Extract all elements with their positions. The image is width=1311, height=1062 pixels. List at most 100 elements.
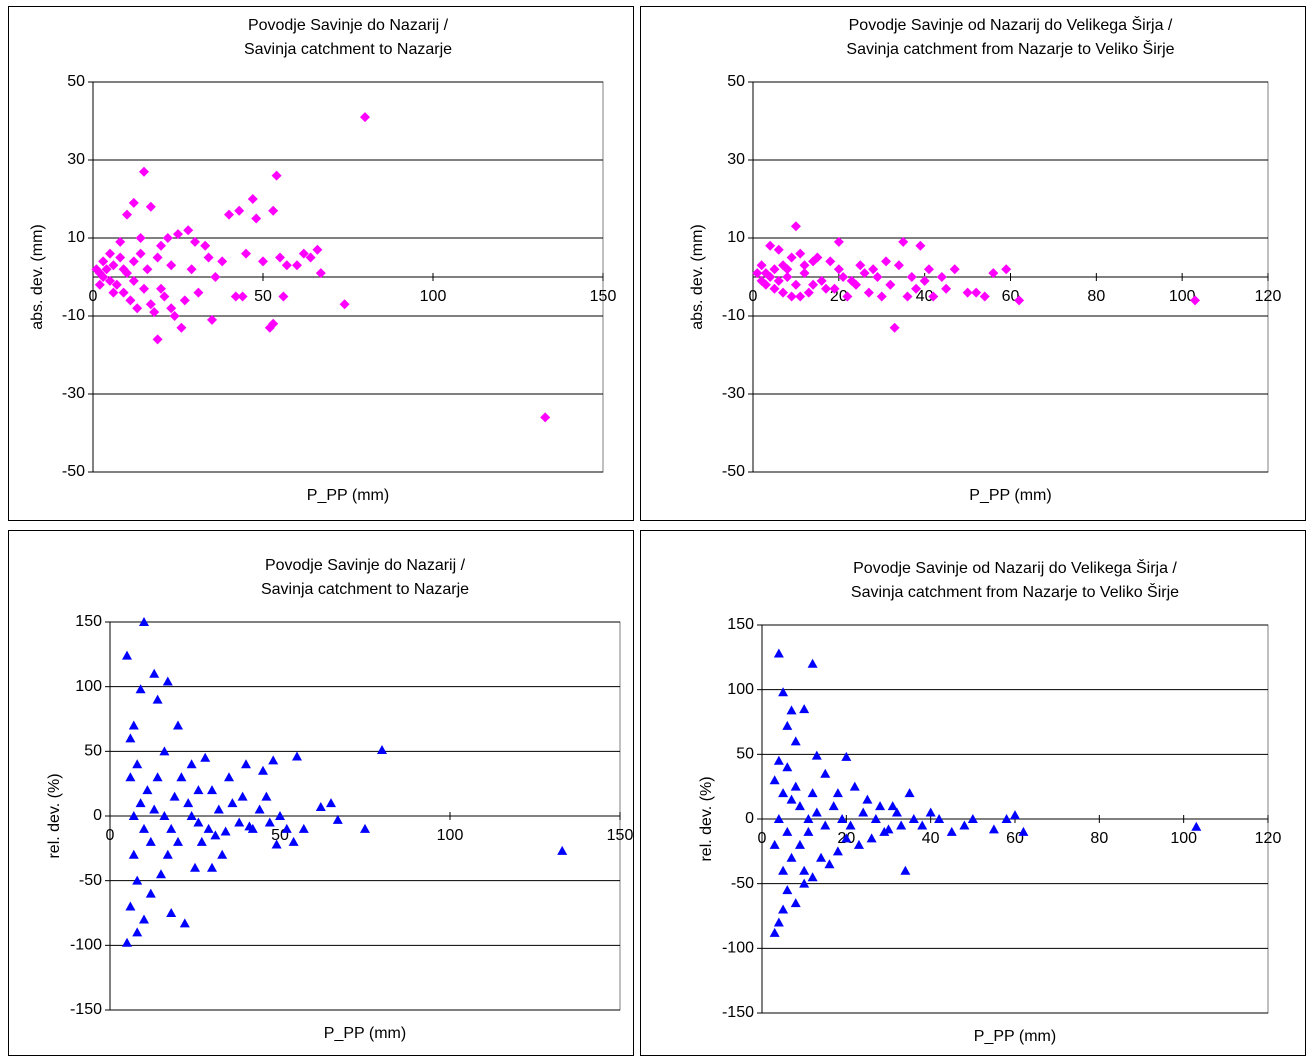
x-tick-label: 100 (420, 288, 447, 305)
data-point (872, 272, 883, 282)
data-point (790, 736, 801, 746)
data-point (128, 256, 139, 267)
data-point (849, 781, 860, 791)
data-point (135, 798, 146, 808)
chart-title: Savinja catchment to Nazarje (261, 581, 469, 598)
data-point (149, 668, 160, 678)
data-point (149, 307, 160, 318)
data-point (125, 295, 136, 306)
data-point (156, 869, 166, 879)
data-point (292, 260, 302, 271)
y-tick-label: -50 (722, 463, 745, 480)
data-point (1010, 810, 1020, 820)
data-point (128, 849, 139, 859)
y-tick-label: -10 (62, 307, 85, 324)
data-point (132, 303, 143, 314)
data-point (1001, 814, 1012, 823)
data-point (769, 283, 780, 294)
data-point (855, 260, 866, 271)
data-point (923, 264, 934, 275)
data-point (799, 878, 810, 888)
data-point (824, 859, 835, 869)
data-point (837, 814, 848, 823)
data-point (128, 811, 139, 820)
data-point (193, 287, 204, 298)
data-point (139, 617, 149, 626)
data-point (820, 283, 831, 294)
data-point (790, 279, 801, 290)
x-tick-label: 100 (1170, 830, 1197, 847)
data-point (268, 755, 279, 765)
data-point (773, 755, 784, 765)
chart-title: Povodje Savinje do Nazarij / (248, 17, 449, 34)
data-point (142, 264, 153, 275)
chart-frame (8, 530, 634, 1056)
data-point (258, 765, 268, 775)
data-point (135, 248, 146, 259)
data-point (145, 888, 156, 898)
x-tick-label: 40 (922, 830, 940, 847)
data-point (900, 865, 911, 875)
data-point (1190, 295, 1201, 306)
x-tick-label: 50 (254, 288, 272, 305)
data-point (765, 272, 776, 282)
data-point (132, 927, 143, 937)
chart-title: Savinja catchment to Nazarje (244, 41, 452, 58)
y-axis-label: rel. dev. (%) (46, 773, 63, 858)
data-point (139, 283, 149, 294)
x-tick-label: 80 (1090, 830, 1108, 847)
x-tick-label: 150 (607, 827, 634, 844)
data-point (769, 927, 780, 937)
data-point (271, 170, 282, 181)
chart-title: Povodje Savinje do Nazarij / (265, 557, 466, 574)
data-point (891, 807, 902, 817)
data-point (98, 272, 109, 282)
data-point (139, 914, 149, 924)
data-point (305, 252, 316, 263)
data-point (360, 823, 370, 833)
y-tick-label: 0 (93, 807, 102, 824)
y-tick-label: -30 (62, 385, 85, 402)
data-point (1191, 821, 1202, 831)
x-axis-label: P_PP (mm) (324, 1025, 406, 1042)
data-point (794, 801, 805, 811)
data-point (816, 852, 827, 862)
data-point (186, 264, 197, 275)
data-point (292, 751, 302, 761)
data-point (866, 833, 877, 843)
data-point (807, 788, 818, 798)
y-tick-label: 0 (745, 810, 754, 827)
y-tick-label: 50 (67, 73, 85, 90)
x-tick-label: 40 (916, 288, 934, 305)
data-point (210, 830, 221, 840)
data-point (132, 759, 143, 769)
data-point (863, 287, 874, 298)
data-point (988, 824, 999, 834)
data-point (278, 291, 289, 302)
data-point (166, 823, 177, 833)
data-point (795, 248, 806, 259)
data-point (782, 826, 793, 836)
data-point (786, 852, 797, 862)
data-point (224, 209, 234, 220)
data-point (190, 236, 200, 247)
data-point (917, 820, 928, 830)
data-point (949, 264, 960, 275)
data-point (962, 287, 973, 298)
y-tick-label: -50 (731, 875, 754, 892)
data-point (853, 839, 864, 849)
data-point (251, 213, 262, 224)
data-point (139, 166, 149, 177)
data-point (173, 836, 183, 846)
data-point (128, 720, 139, 730)
data-point (790, 898, 801, 908)
data-point (782, 272, 793, 282)
chart-panel: Povodje Savinje do Nazarij / Savinja catc… (8, 530, 634, 1056)
data-point (281, 260, 292, 271)
data-point (967, 814, 978, 823)
data-point (315, 268, 326, 279)
chart-title: Savinja catchment from Nazarje to Veliko… (846, 39, 1174, 58)
data-point (111, 279, 122, 290)
data-point (540, 412, 551, 423)
data-point (876, 291, 887, 302)
